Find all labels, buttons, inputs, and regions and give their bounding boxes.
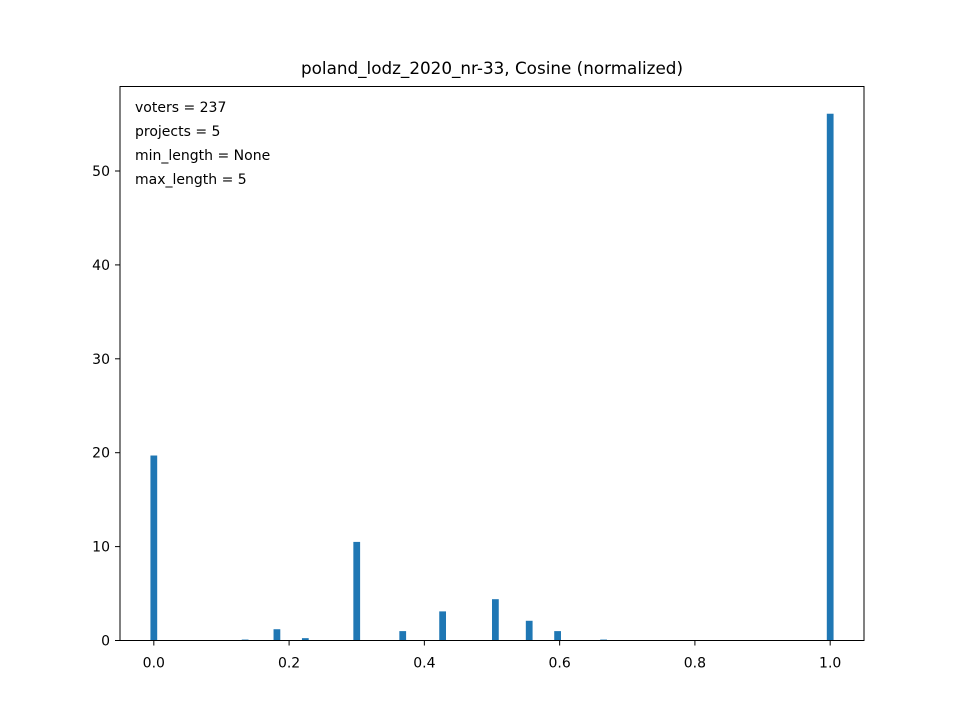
histogram-bar	[554, 631, 561, 641]
x-tick-label: 0.2	[278, 656, 300, 672]
chart-title: poland_lodz_2020_nr-33, Cosine (normaliz…	[301, 58, 683, 79]
histogram-bar	[439, 611, 447, 641]
histogram-bar	[525, 620, 533, 641]
x-tick-label: 0.8	[684, 656, 706, 672]
bars-group	[150, 113, 834, 641]
x-tick-label: 0.6	[549, 656, 571, 672]
y-tick-label: 20	[92, 446, 110, 462]
y-tick-label: 30	[92, 352, 110, 368]
y-tick-label: 50	[92, 164, 110, 180]
plot-frame	[119, 86, 865, 641]
annotation-max-length: max_length = 5	[135, 172, 247, 188]
histogram-bar	[399, 631, 407, 641]
annotation-box: voters = 237 projects = 5 min_length = N…	[135, 100, 270, 188]
annotation-projects: projects = 5	[135, 124, 220, 140]
histogram-bar	[301, 638, 309, 641]
histogram-bar	[826, 113, 834, 641]
histogram-bar	[492, 599, 499, 641]
histogram-bar	[273, 629, 281, 641]
x-tick-label: 1.0	[819, 656, 841, 672]
y-tick-label: 0	[101, 634, 110, 650]
y-tick-label: 10	[92, 540, 110, 556]
y-axis: 0 10 20 30 40 50	[92, 164, 120, 650]
x-axis: 0.0 0.2 0.4 0.6 0.8 1.0	[143, 640, 841, 672]
y-tick-label: 40	[92, 258, 110, 274]
annotation-min-length: min_length = None	[135, 148, 270, 164]
annotation-voters: voters = 237	[135, 100, 226, 116]
x-tick-label: 0.4	[413, 656, 435, 672]
histogram-bar	[353, 541, 361, 641]
x-tick-label: 0.0	[143, 656, 165, 672]
histogram-bar	[150, 455, 158, 641]
